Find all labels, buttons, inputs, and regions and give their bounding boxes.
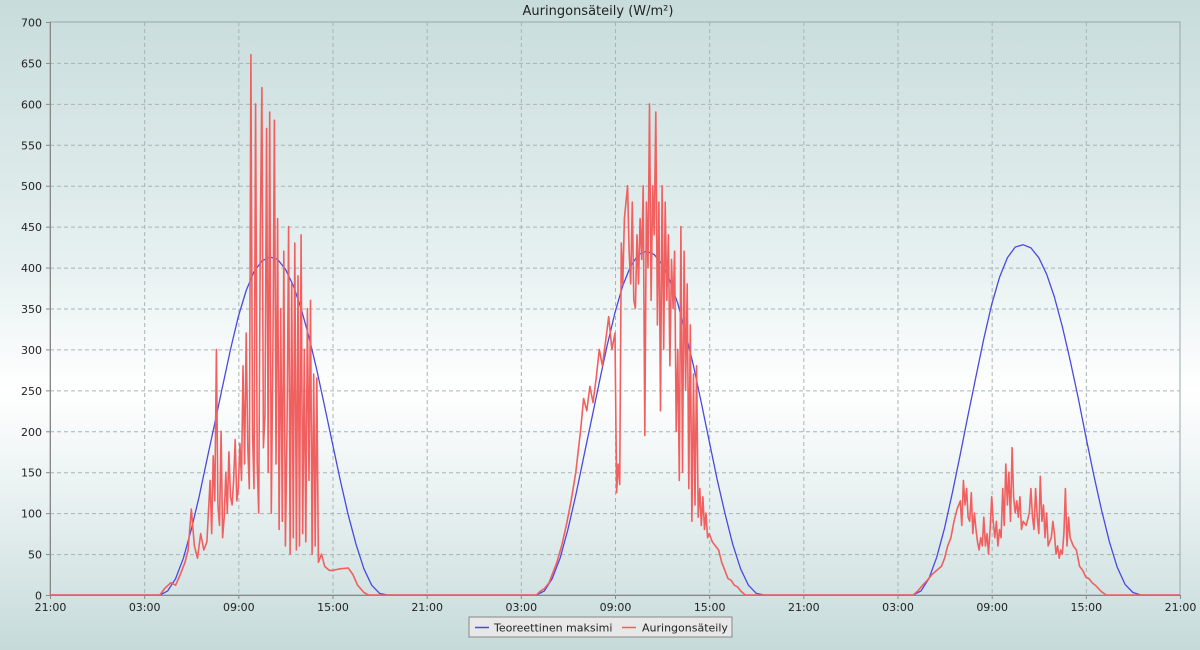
x-tick-label: 03:00 <box>505 601 537 614</box>
y-tick-label: 450 <box>21 221 42 234</box>
plot-area <box>50 53 1180 596</box>
y-tick-label: 700 <box>21 17 42 30</box>
y-tick-label: 0 <box>35 590 42 603</box>
y-tick-label: 350 <box>21 303 42 316</box>
x-tick-label: 09:00 <box>600 601 632 614</box>
y-tick-label: 200 <box>21 426 42 439</box>
series-line-solar-radiation <box>50 53 1180 596</box>
x-tick-label: 21:00 <box>1165 601 1197 614</box>
x-tick-label: 21:00 <box>411 601 443 614</box>
legend-label-radiation: Auringonsäteily <box>642 622 728 635</box>
legend-label-theoretical: Teoreettinen maksimi <box>493 622 612 635</box>
legend: Teoreettinen maksimi Auringonsäteily <box>468 616 733 638</box>
chart-title: Auringonsäteily (W/m²) <box>523 4 674 19</box>
x-tick-label: 03:00 <box>129 601 161 614</box>
y-tick-label: 250 <box>21 385 42 398</box>
y-tick-label: 400 <box>21 262 42 275</box>
y-tick-label: 150 <box>21 467 42 480</box>
y-tick-label: 50 <box>28 549 42 562</box>
y-tick-label: 300 <box>21 344 42 357</box>
x-tick-label: 15:00 <box>317 601 349 614</box>
y-tick-label: 100 <box>21 508 42 521</box>
x-tick-label: 09:00 <box>976 601 1008 614</box>
x-axis: 21:00 03:00 09:00 15:00 21:00 03:00 09:00 15:00… <box>35 595 1197 614</box>
x-tick-label: 09:00 <box>223 601 255 614</box>
y-tick-label: 600 <box>21 98 42 111</box>
x-tick-label: 15:00 <box>694 601 726 614</box>
x-tick-label: 15:00 <box>1070 601 1102 614</box>
x-tick-label: 21:00 <box>35 601 67 614</box>
y-axis: 0 50 100 150 200 250 300 350 400 450 500 550 600 650 7… <box>21 17 51 603</box>
y-tick-label: 500 <box>21 180 42 193</box>
y-tick-label: 550 <box>21 139 42 152</box>
legend-box <box>468 616 733 638</box>
grid <box>49 21 1181 596</box>
x-tick-label: 21:00 <box>788 601 820 614</box>
x-tick-label: 03:00 <box>882 601 914 614</box>
y-tick-label: 650 <box>21 57 42 70</box>
